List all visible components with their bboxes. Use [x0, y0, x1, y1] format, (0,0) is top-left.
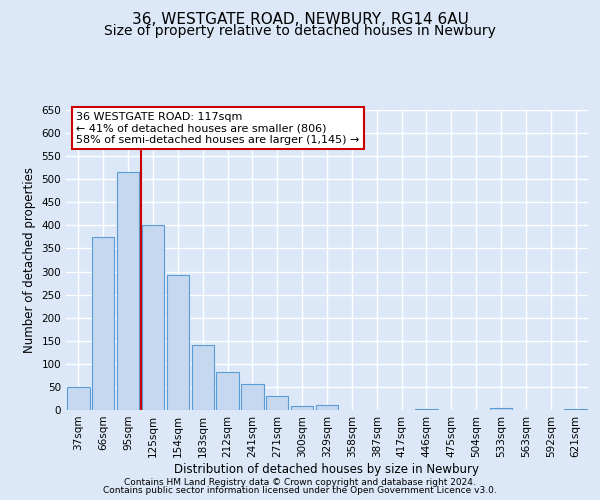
Bar — [565, 408, 587, 410]
Bar — [167, 275, 189, 410]
X-axis label: Distribution of detached houses by size in Newbury: Distribution of detached houses by size … — [175, 462, 479, 475]
Bar — [241, 384, 263, 410]
Bar — [117, 172, 139, 410]
Text: Size of property relative to detached houses in Newbury: Size of property relative to detached ho… — [104, 24, 496, 38]
Text: Contains public sector information licensed under the Open Government Licence v3: Contains public sector information licen… — [103, 486, 497, 495]
Bar — [415, 408, 437, 410]
Bar — [291, 406, 313, 410]
Y-axis label: Number of detached properties: Number of detached properties — [23, 167, 36, 353]
Bar — [92, 237, 115, 410]
Bar — [67, 387, 89, 410]
Bar — [142, 226, 164, 410]
Bar — [490, 408, 512, 410]
Bar — [266, 396, 289, 410]
Text: 36 WESTGATE ROAD: 117sqm
← 41% of detached houses are smaller (806)
58% of semi-: 36 WESTGATE ROAD: 117sqm ← 41% of detach… — [76, 112, 360, 144]
Bar — [217, 372, 239, 410]
Bar — [191, 346, 214, 410]
Text: 36, WESTGATE ROAD, NEWBURY, RG14 6AU: 36, WESTGATE ROAD, NEWBURY, RG14 6AU — [131, 12, 469, 28]
Text: Contains HM Land Registry data © Crown copyright and database right 2024.: Contains HM Land Registry data © Crown c… — [124, 478, 476, 487]
Bar — [316, 405, 338, 410]
